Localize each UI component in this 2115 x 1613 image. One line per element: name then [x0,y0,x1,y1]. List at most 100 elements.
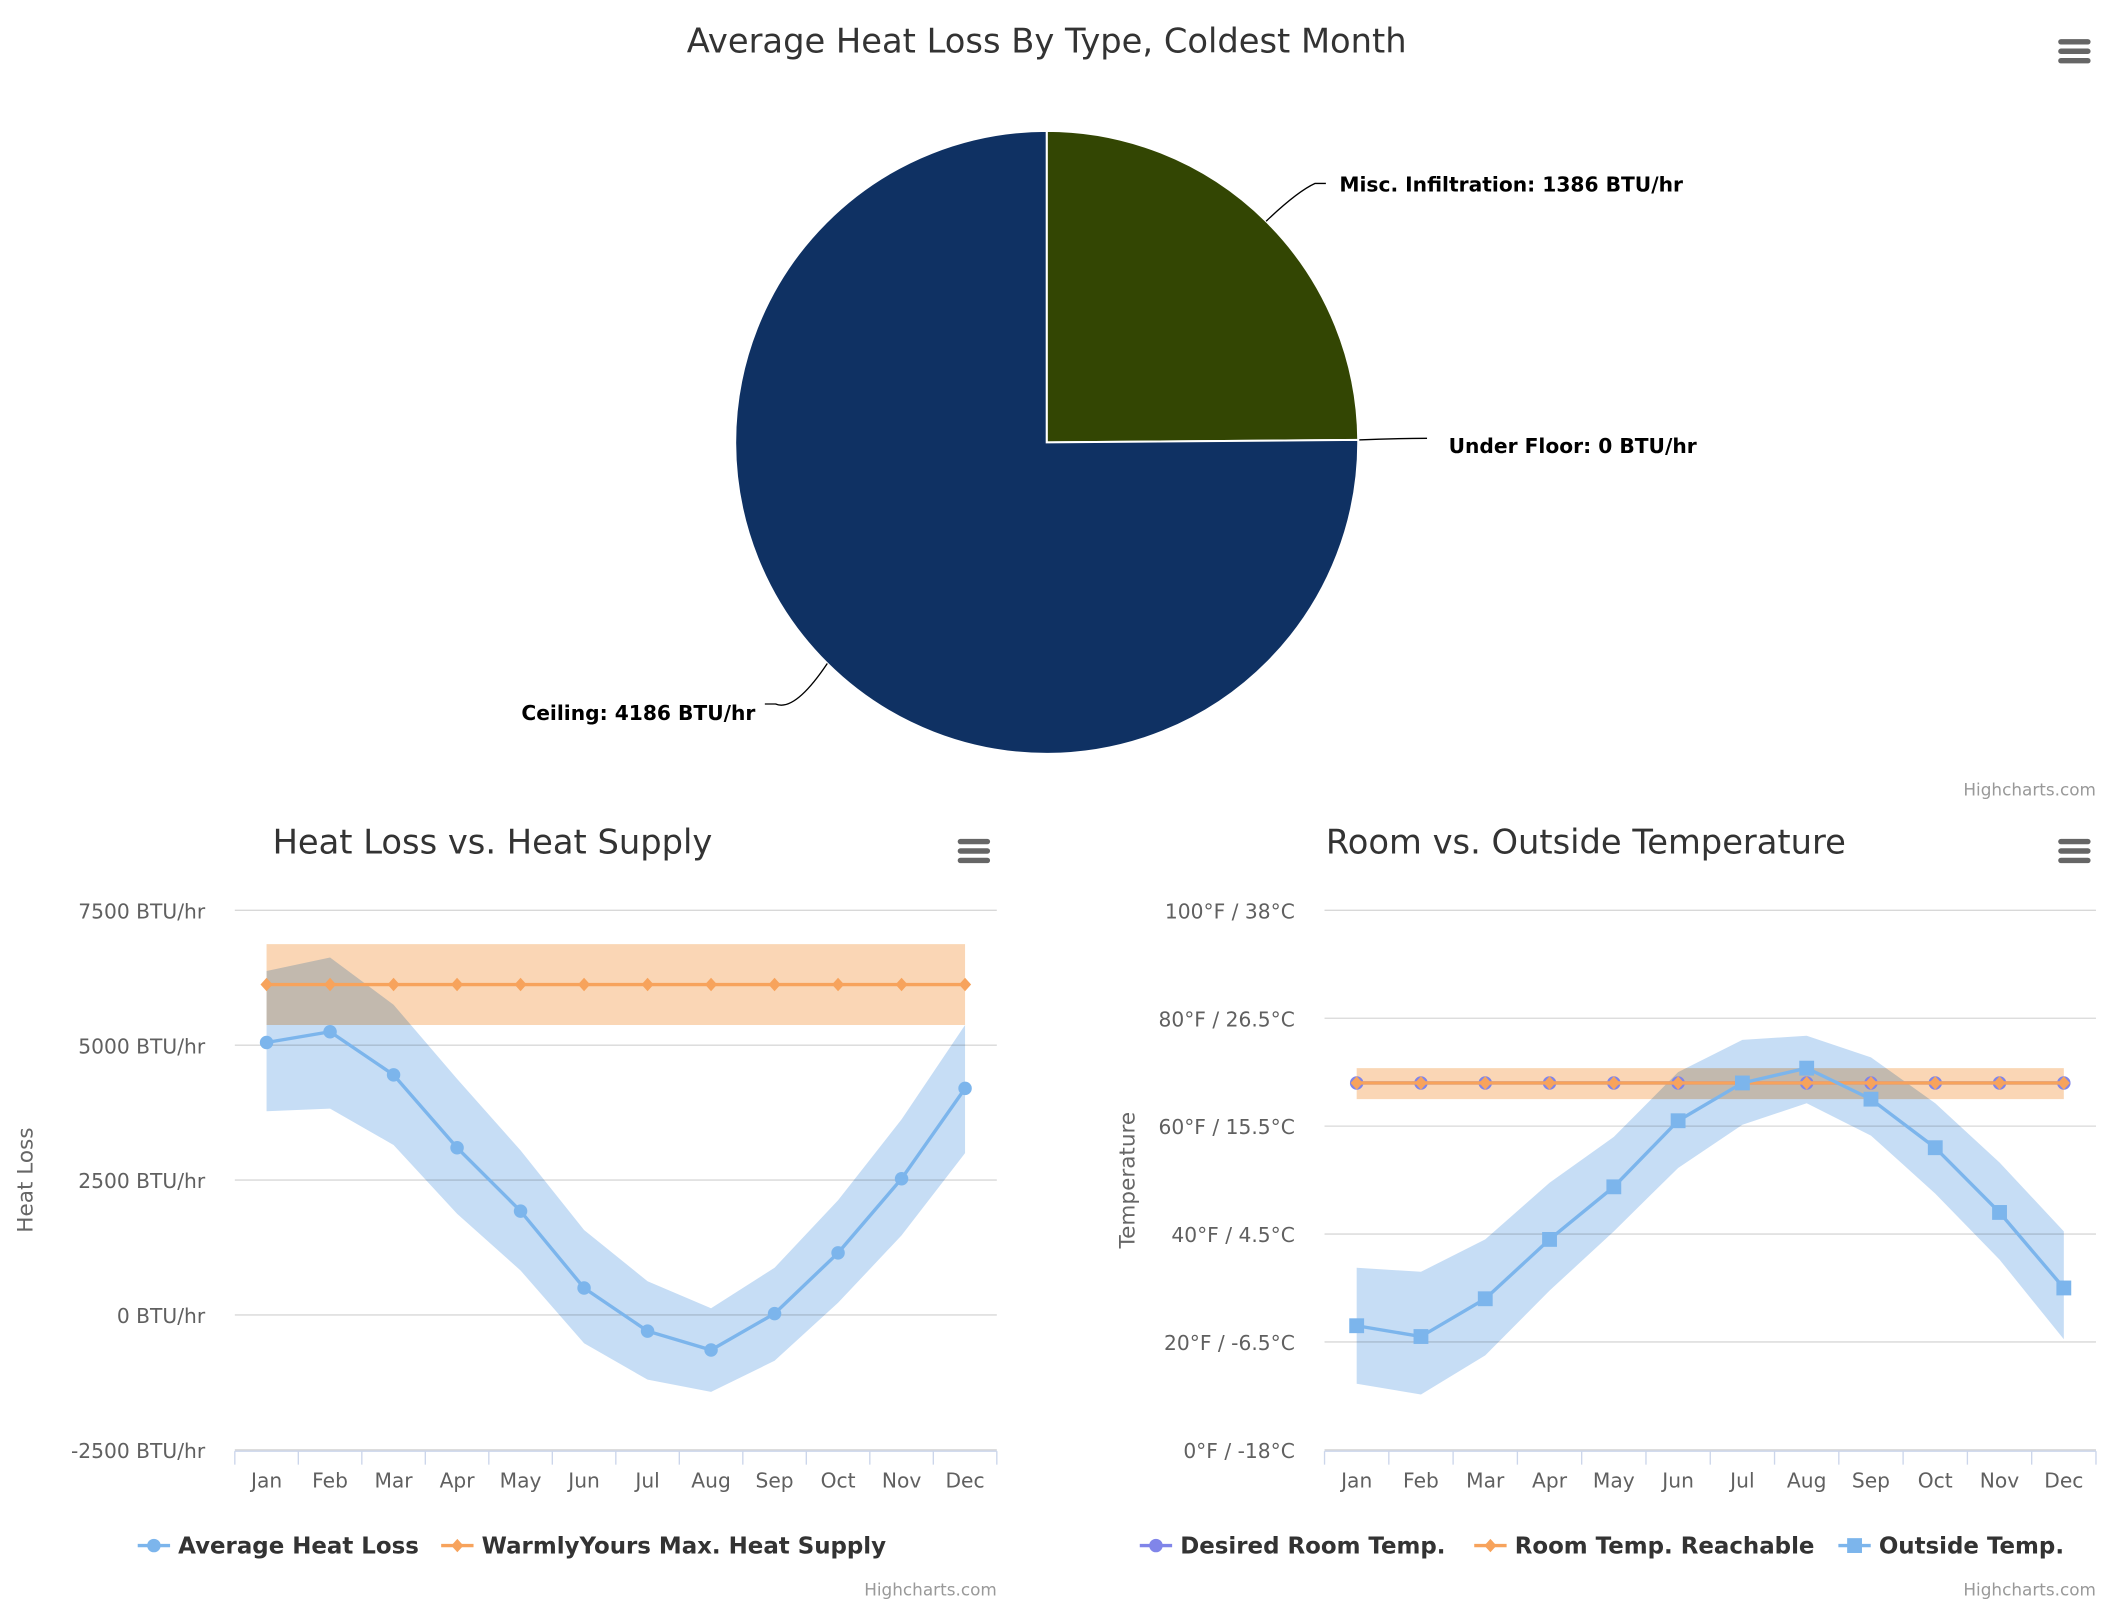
y-tick-label: 100°F / 38°C [1165,899,1295,923]
pie-connector [1265,182,1326,222]
hamburger-menu-icon [957,857,991,864]
data-point[interactable] [895,977,908,992]
credit-link[interactable]: Highcharts.com [1963,1579,2096,1599]
chart-title: Heat Loss vs. Heat Supply [273,823,713,862]
x-tick-label: Apr [1532,1469,1568,1493]
hamburger-menu-icon [2058,39,2091,45]
data-point[interactable] [704,977,718,992]
data-point[interactable] [704,1343,718,1357]
series-line [1356,1066,2066,1339]
data-point[interactable] [1349,1318,1365,1334]
data-point[interactable] [958,977,972,992]
y-axis-title: Heat Loss [14,1127,39,1232]
data-point[interactable] [1929,1076,1942,1090]
credit-link[interactable]: Highcharts.com [1963,780,2096,800]
data-point[interactable] [894,1171,909,1186]
x-tick-label: Dec [945,1469,984,1493]
credit-link[interactable]: Highcharts.com [864,1579,997,1599]
data-point[interactable] [640,1324,655,1338]
data-point[interactable] [768,977,781,992]
hamburger-menu-icon [957,848,991,854]
x-tick-label: Jul [633,1469,659,1493]
x-tick-label: Jan [1339,1469,1372,1493]
svg-text:Desired Room Temp.: Desired Room Temp. [1180,1534,1445,1560]
data-point[interactable] [386,1068,401,1082]
data-point[interactable] [1992,1205,2007,1220]
data-point[interactable] [259,1035,274,1050]
hamburger-menu-icon [2058,838,2091,845]
chart-title: Room vs. Outside Temperature [1326,823,1846,862]
y-axis-title: Temperature [1115,1112,1140,1250]
y-tick-label: 0°F / -18°C [1183,1439,1295,1463]
legend-item[interactable]: Room Temp. Reachable [1474,1534,1814,1560]
x-tick-label: May [1593,1469,1635,1493]
chart-menu-button[interactable] [955,832,993,867]
y-tick-label: 0 BTU/hr [117,1304,206,1328]
svg-text:Average Heat Loss: Average Heat Loss [178,1534,419,1560]
data-point[interactable] [1863,1091,1879,1107]
pie-slice-misc-infiltration[interactable] [1045,129,1360,444]
data-point[interactable] [767,1306,782,1321]
x-tick-label: Mar [374,1469,413,1493]
data-point[interactable] [1350,1076,1363,1090]
x-tick-label: Mar [1466,1469,1505,1493]
range-area-2 [1356,1035,2064,1395]
y-tick-label: -2500 BTU/hr [71,1439,206,1463]
data-point[interactable] [1542,1232,1557,1247]
data-point[interactable] [1672,1076,1685,1090]
x-tick-label: May [500,1469,542,1493]
data-point[interactable] [1993,1076,2006,1090]
pie-connector [1358,437,1428,441]
x-tick-label: Jul [1728,1469,1754,1493]
x-tick-label: Apr [440,1469,476,1493]
data-point[interactable] [1799,1060,1815,1076]
chart-menu-button[interactable] [2056,832,2094,867]
data-point[interactable] [1670,1113,1686,1129]
data-point[interactable] [323,1024,337,1039]
legend-item[interactable]: Average Heat Loss [137,1534,419,1560]
data-point[interactable] [387,977,400,992]
pie-chart-menu-button[interactable] [2056,32,2094,67]
data-point[interactable] [577,1281,591,1295]
data-point[interactable] [450,1140,464,1155]
circle-legend-icon[interactable] [147,1538,161,1553]
legend-item[interactable]: Desired Room Temp. [1139,1534,1446,1560]
data-point[interactable] [1927,1140,1943,1156]
data-point[interactable] [641,977,654,992]
hamburger-menu-icon [2058,57,2091,64]
hamburger-menu-icon [2058,857,2091,864]
diamond-legend-icon[interactable] [451,1538,464,1553]
pie-data-label: Misc. Infiltration: 1386 BTU/hr [1339,173,1683,197]
data-point[interactable] [513,1204,528,1218]
hamburger-menu-icon [957,838,991,845]
legend-item[interactable]: Outside Temp. [1838,1534,2064,1560]
hamburger-menu-icon [2058,48,2091,54]
svg-text:WarmlyYours Max. Heat Supply: WarmlyYours Max. Heat Supply [482,1534,887,1560]
range-area-0 [266,957,966,1392]
y-tick-label: 2500 BTU/hr [78,1169,206,1193]
x-tick-label: Jan [249,1469,282,1493]
data-point[interactable] [1734,1075,1750,1091]
data-point[interactable] [958,1081,972,1096]
data-point[interactable] [1413,1329,1429,1344]
data-point[interactable] [831,977,845,992]
square-legend-icon[interactable] [1847,1538,1862,1553]
svg-text:Outside Temp.: Outside Temp. [1879,1534,2064,1560]
x-tick-label: Feb [1403,1469,1439,1493]
data-point[interactable] [1414,1076,1428,1090]
data-point[interactable] [1477,1291,1493,1307]
data-point[interactable] [514,977,527,992]
circle-legend-icon[interactable] [1149,1538,1163,1553]
data-point[interactable] [2056,1280,2072,1296]
data-point[interactable] [450,977,464,992]
x-tick-label: Nov [1980,1469,2019,1493]
data-point[interactable] [1606,1179,1622,1195]
x-tick-label: Aug [691,1469,730,1493]
data-point[interactable] [1800,1076,1813,1090]
data-point[interactable] [831,1246,845,1260]
diamond-legend-icon[interactable] [1484,1538,1497,1553]
data-point[interactable] [1864,1076,1878,1090]
data-point[interactable] [1543,1076,1556,1090]
legend-item[interactable]: WarmlyYours Max. Heat Supply [441,1534,886,1560]
